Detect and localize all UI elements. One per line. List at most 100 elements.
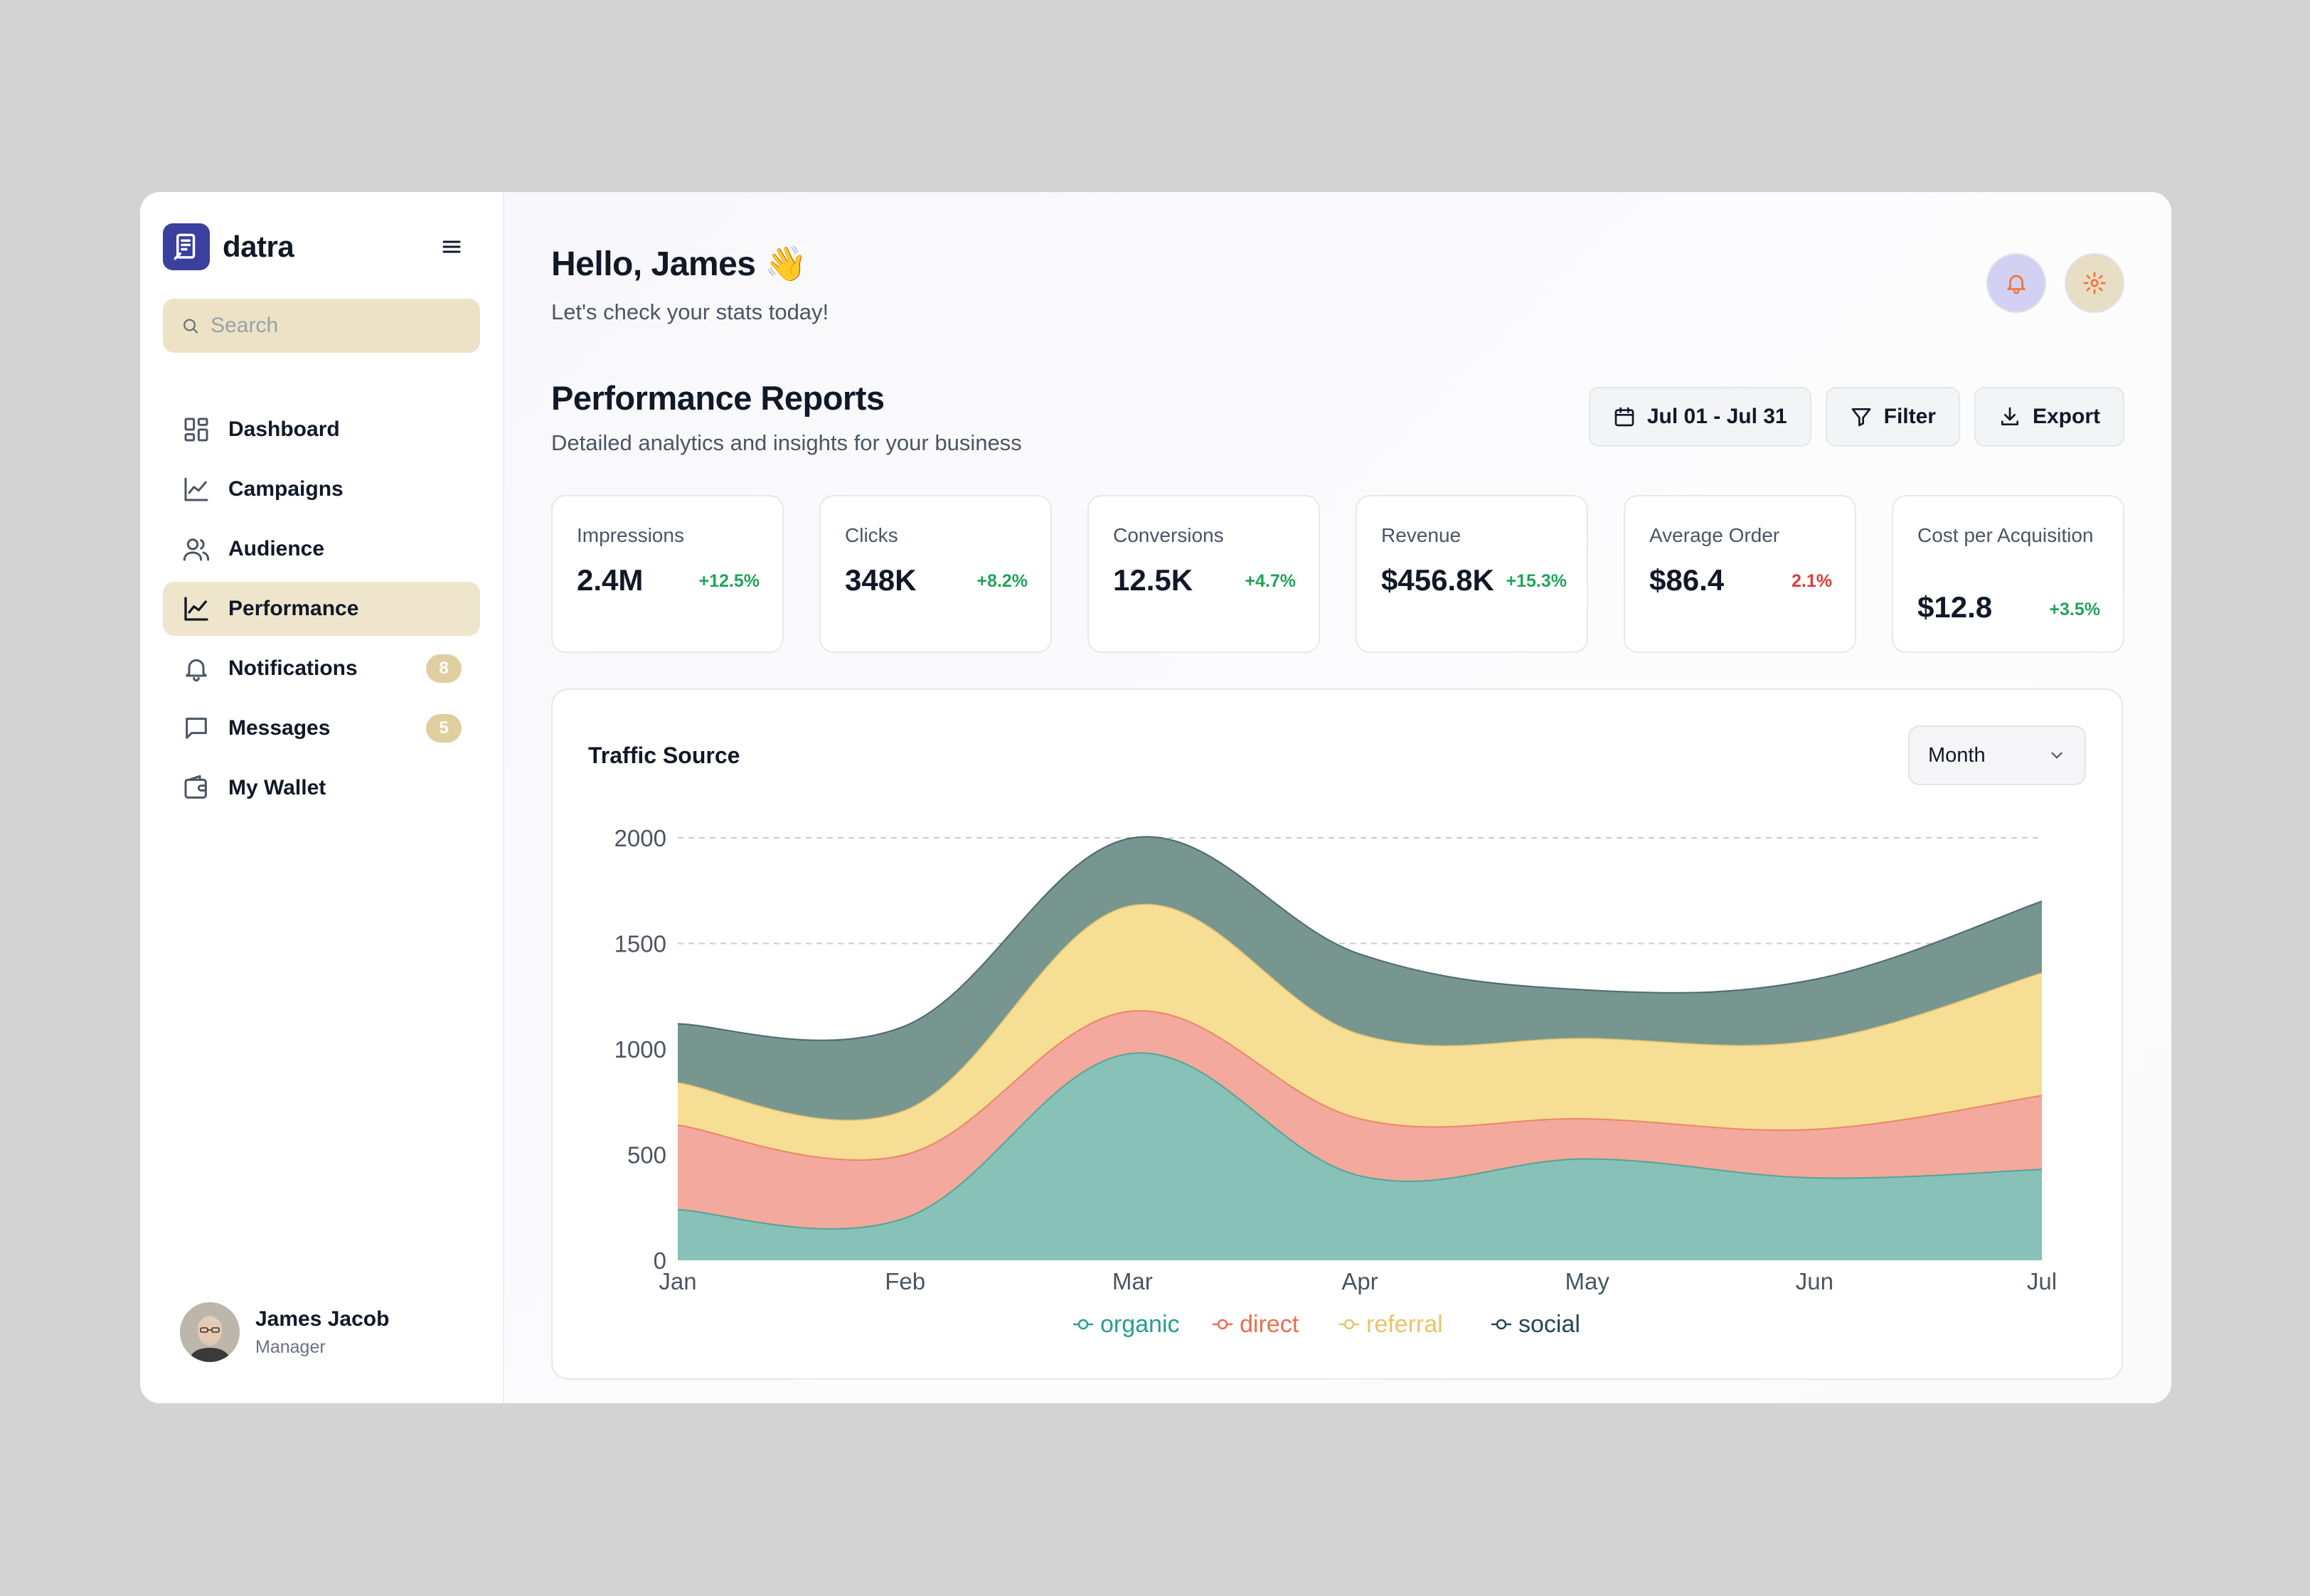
sidebar-item-messages[interactable]: Messages 5 (163, 701, 480, 755)
kpi-card-conversions: Conversions 12.5K +4.7% (1087, 495, 1320, 653)
kpi-value: 12.5K (1113, 563, 1193, 597)
chart-line-icon (181, 594, 211, 624)
line-direct (677, 1010, 2043, 1161)
date-range-button[interactable]: Jul 01 - Jul 31 (1588, 387, 1811, 447)
sidebar-item-label: Messages (228, 716, 331, 740)
kpi-change: +12.5% (698, 571, 760, 591)
brand: datra (163, 222, 480, 272)
legend-marker (1217, 1319, 1228, 1330)
filter-button[interactable]: Filter (1825, 387, 1960, 447)
sidebar-item-label: Performance (228, 597, 359, 620)
hamburger-icon (442, 240, 461, 253)
period-select[interactable]: Month (1908, 725, 2086, 785)
dashboard-icon (181, 415, 211, 445)
sidebar-item-audience[interactable]: Audience (163, 522, 480, 576)
kpi-value: $456.8K (1381, 563, 1494, 597)
legend-marker (1343, 1319, 1355, 1330)
kpi-change: +15.3% (1506, 571, 1568, 591)
message-icon (181, 713, 211, 743)
search-icon (183, 319, 198, 334)
legend-label: direct (1240, 1311, 1299, 1338)
kpi-card-clicks: Clicks 348K +8.2% (819, 495, 1052, 653)
line-referral (677, 903, 2043, 1122)
notification-badge: 8 (426, 654, 462, 683)
date-range-label: Jul 01 - Jul 31 (1646, 405, 1787, 428)
kpi-label: Revenue (1381, 524, 1462, 546)
kpi-label: Average Order (1649, 524, 1780, 546)
x-tick-label: Jan (659, 1268, 696, 1294)
calendar-icon (1614, 407, 1634, 427)
y-tick-label: 2000 (614, 825, 666, 851)
traffic-chart: 0 500 1000 1500 2000 Jan Feb Mar Apr May Jun Jul org… (614, 825, 2058, 1338)
kpi-value: 2.4M (577, 563, 644, 597)
traffic-source-card: Traffic Source Month 0 500 1000 1500 2000 Jan… (551, 688, 2123, 1380)
legend-marker (1496, 1319, 1507, 1330)
sidebar-item-wallet[interactable]: My Wallet (163, 761, 480, 815)
page-title: Hello, James 👋 (551, 245, 807, 283)
chart-line-icon (181, 474, 211, 504)
export-button[interactable]: Export (1974, 387, 2124, 447)
x-tick-label: Jul (2027, 1268, 2057, 1294)
message-badge: 5 (426, 714, 462, 743)
x-tick-label: Feb (885, 1268, 925, 1294)
section-subtitle: Detailed analytics and insights for your… (551, 430, 1022, 455)
x-tick-label: Apr (1341, 1268, 1378, 1294)
profile-name: James Jacob (255, 1307, 390, 1331)
x-tick-label: Mar (1112, 1268, 1153, 1294)
kpi-card-revenue: Revenue $456.8K +15.3% (1356, 495, 1588, 653)
search-box (163, 299, 480, 353)
profile-text: James Jacob Manager (255, 1307, 389, 1358)
period-select-value: Month (1928, 743, 1986, 767)
kpi-value: $12.8 (1917, 590, 1993, 624)
bell-icon (181, 654, 211, 683)
sidebar-item-label: Audience (228, 537, 325, 560)
sidebar-nav: Dashboard Campaigns Audience Performance (163, 403, 480, 815)
kpi-change: 2.1% (1792, 571, 1832, 591)
kpi-card-cost-per-acquisition: Cost per Acquisition $12.8 +3.5% (1892, 495, 2124, 653)
kpi-label: Conversions (1113, 524, 1224, 546)
filter-icon (1851, 408, 1870, 427)
legend-label: referral (1366, 1311, 1443, 1338)
area-organic (678, 1053, 2042, 1260)
sidebar-item-notifications[interactable]: Notifications 8 (163, 642, 480, 696)
y-tick-label: 1000 (614, 1036, 666, 1063)
main-content: Hello, James 👋 Let's check your stats to… (504, 192, 2171, 1403)
sidebar-item-label: My Wallet (228, 776, 326, 799)
kpi-card-impressions: Impressions 2.4M +12.5% (551, 495, 784, 653)
brand-name: datra (223, 230, 294, 263)
kpi-row: Impressions 2.4M +12.5% Clicks 348K +8.2… (551, 495, 2124, 653)
sidebar-item-performance[interactable]: Performance (163, 582, 480, 636)
profile-role: Manager (255, 1336, 326, 1357)
wallet-icon (181, 773, 211, 803)
sidebar-item-campaigns[interactable]: Campaigns (163, 462, 480, 516)
sidebar-item-dashboard[interactable]: Dashboard (163, 403, 480, 457)
x-tick-label: May (1565, 1268, 1609, 1294)
legend-label: social (1518, 1311, 1580, 1338)
page-subtitle: Let's check your stats today! (551, 299, 829, 324)
download-icon (2001, 407, 2018, 425)
y-tick-label: 1500 (614, 931, 666, 957)
section-title: Performance Reports (551, 379, 885, 417)
x-tick-label: Jun (1796, 1268, 1833, 1294)
line-social (677, 836, 2043, 1041)
user-profile[interactable]: James Jacob Manager (180, 1302, 389, 1362)
kpi-label: Cost per Acquisition (1917, 524, 2094, 546)
y-tick-label: 0 (654, 1247, 666, 1274)
legend-label: organic (1100, 1311, 1180, 1338)
users-icon (181, 534, 211, 564)
kpi-change: +3.5% (2049, 600, 2100, 619)
chart-title: Traffic Source (588, 743, 740, 768)
sidebar-item-label: Notifications (228, 656, 358, 680)
notifications-button[interactable] (1986, 253, 2046, 313)
logo-icon (163, 223, 210, 270)
settings-button[interactable] (2065, 253, 2124, 313)
kpi-label: Impressions (577, 524, 684, 546)
menu-toggle-button[interactable] (437, 233, 466, 261)
export-label: Export (2032, 405, 2100, 428)
kpi-value: 348K (845, 563, 917, 597)
legend-marker (1077, 1319, 1089, 1330)
search-input[interactable] (211, 314, 462, 338)
kpi-change: +4.7% (1245, 571, 1296, 591)
top-actions (1986, 253, 2124, 313)
y-tick-label: 500 (627, 1142, 666, 1169)
